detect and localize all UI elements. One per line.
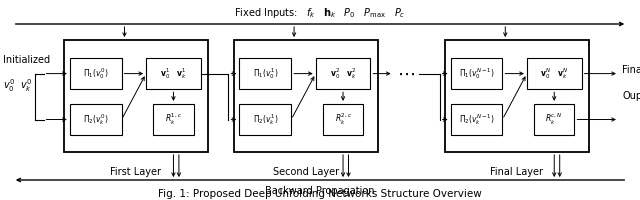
Text: Initialized: Initialized bbox=[3, 55, 51, 65]
Bar bbox=[239, 104, 291, 135]
Text: Backward Propagation: Backward Propagation bbox=[265, 186, 375, 196]
Text: Final: Final bbox=[622, 65, 640, 75]
Text: $\mathbf{v}_0^N$   $\mathbf{v}_k^N$: $\mathbf{v}_0^N$ $\mathbf{v}_k^N$ bbox=[540, 66, 568, 81]
Bar bbox=[239, 58, 291, 89]
Bar bbox=[154, 104, 194, 135]
Text: $\Pi_1(v_0^0)$: $\Pi_1(v_0^0)$ bbox=[83, 66, 108, 81]
Text: $R_k^{2,c}$: $R_k^{2,c}$ bbox=[335, 112, 351, 127]
Text: $\cdots$: $\cdots$ bbox=[397, 65, 415, 83]
Bar bbox=[316, 58, 371, 89]
Bar bbox=[445, 40, 589, 152]
Bar bbox=[70, 58, 122, 89]
Text: $R_k^{1,c}$: $R_k^{1,c}$ bbox=[165, 112, 182, 127]
Text: First Layer: First Layer bbox=[111, 167, 161, 177]
Text: Fixed Inputs:   $f_k$   $\mathbf{h}_k$   $P_0$   $P_{\mathrm{max}}$   $P_c$: Fixed Inputs: $f_k$ $\mathbf{h}_k$ $P_0$… bbox=[234, 6, 406, 20]
Text: Second Layer: Second Layer bbox=[273, 167, 339, 177]
Bar bbox=[70, 104, 122, 135]
Text: $v_0^0$  $v_k^0$: $v_0^0$ $v_k^0$ bbox=[3, 78, 33, 94]
Bar bbox=[527, 58, 582, 89]
Text: $\mathbf{v}_0^1$   $\mathbf{v}_k^1$: $\mathbf{v}_0^1$ $\mathbf{v}_k^1$ bbox=[160, 66, 187, 81]
Bar bbox=[64, 40, 208, 152]
Text: Final Layer: Final Layer bbox=[490, 167, 543, 177]
Bar bbox=[234, 40, 378, 152]
Text: $\Pi_2(v_k^{N-1})$: $\Pi_2(v_k^{N-1})$ bbox=[458, 112, 495, 127]
Text: $R_k^{c,N}$: $R_k^{c,N}$ bbox=[545, 112, 563, 127]
Text: Fig. 1: Proposed Deep Unfolding Networks Structure Overview: Fig. 1: Proposed Deep Unfolding Networks… bbox=[158, 189, 482, 199]
Bar bbox=[451, 104, 502, 135]
Text: $\Pi_2(v_k^1)$: $\Pi_2(v_k^1)$ bbox=[253, 112, 278, 127]
Bar bbox=[451, 58, 502, 89]
Text: $\Pi_1(v_0^1)$: $\Pi_1(v_0^1)$ bbox=[253, 66, 278, 81]
Text: $\Pi_1(v_0^{N-1})$: $\Pi_1(v_0^{N-1})$ bbox=[458, 66, 495, 81]
Text: $\mathbf{v}_0^2$   $\mathbf{v}_k^2$: $\mathbf{v}_0^2$ $\mathbf{v}_k^2$ bbox=[330, 66, 356, 81]
Bar bbox=[534, 104, 575, 135]
Bar bbox=[146, 58, 201, 89]
Text: $\Pi_2(v_k^0)$: $\Pi_2(v_k^0)$ bbox=[83, 112, 108, 127]
Text: Ouputs: Ouputs bbox=[622, 91, 640, 101]
Bar bbox=[323, 104, 364, 135]
